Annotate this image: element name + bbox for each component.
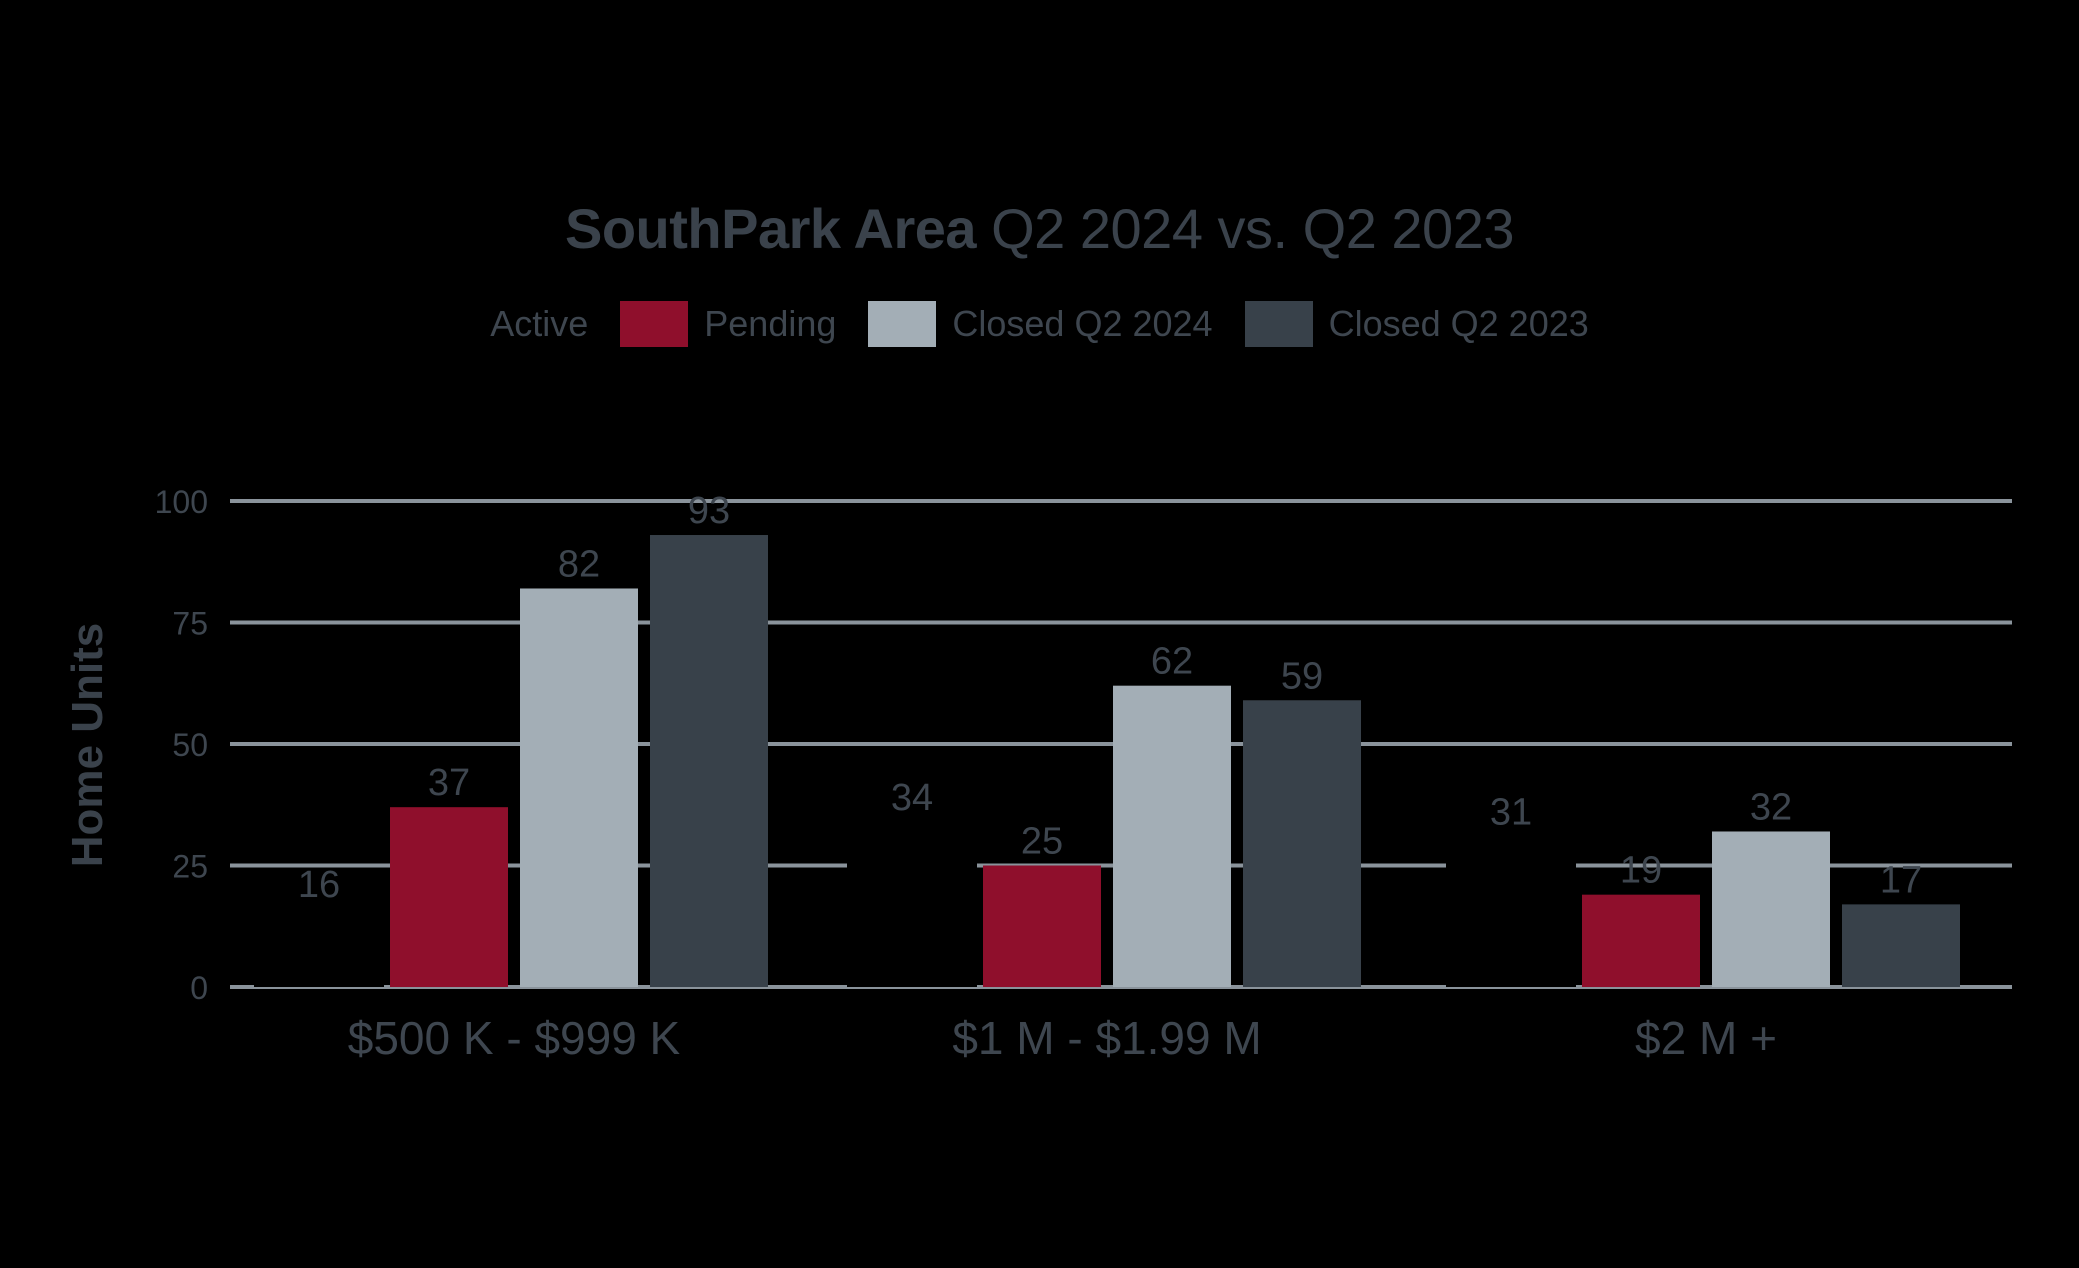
data-label-1-0: 34 — [891, 777, 933, 819]
y-tick-label-50: 50 — [172, 727, 208, 763]
bars — [254, 535, 1960, 987]
legend-label-active: Active — [490, 303, 589, 344]
data-label-2-1: 19 — [1620, 850, 1662, 892]
y-tick-label-100: 100 — [155, 484, 208, 520]
bar-2-1 — [1582, 894, 1700, 987]
data-label-0-2: 82 — [558, 543, 600, 585]
bar-2-2 — [1712, 831, 1830, 987]
legend-item-pending: Pending — [620, 301, 836, 347]
data-label-1-2: 62 — [1151, 641, 1193, 683]
data-label-2-2: 32 — [1750, 786, 1792, 828]
data-label-0-3: 93 — [688, 490, 730, 532]
data-label-0-0: 16 — [298, 864, 340, 906]
legend-item-closed-2024: Closed Q2 2024 — [868, 301, 1213, 347]
bar-mask-2 — [1446, 834, 1576, 987]
bar-mask-0 — [254, 907, 384, 987]
data-label-0-1: 37 — [428, 762, 470, 804]
bar-mask-1 — [847, 819, 977, 987]
data-label-1-1: 25 — [1021, 821, 1063, 863]
data-labels: 16 37 82 93 34 25 62 59 31 19 32 17 — [298, 490, 1922, 906]
chart-title-bold: SouthPark Area — [565, 197, 977, 260]
bar-2-3 — [1842, 904, 1960, 987]
data-label-1-3: 59 — [1281, 655, 1323, 697]
legend-swatch-closed-2023 — [1244, 301, 1313, 347]
bar-1-2 — [1113, 685, 1231, 987]
legend-label-closed-2024: Closed Q2 2024 — [952, 303, 1213, 344]
legend-label-pending: Pending — [704, 303, 837, 344]
y-tick-label-75: 75 — [172, 606, 208, 642]
y-tick-label-25: 25 — [172, 849, 208, 885]
legend-item-closed-2023: Closed Q2 2023 — [1244, 301, 1589, 347]
bar-0-2 — [520, 588, 638, 987]
chart-title-light: Q2 2024 vs. Q2 2023 — [991, 197, 1514, 260]
axes: 0 25 50 75 100 Home Units $500 K - $999 K $1 M … — [63, 484, 1777, 1064]
chart-legend: Active Pending Closed Q2 2024 Closed Q2 … — [0, 298, 2079, 350]
bar-0-3 — [650, 535, 768, 987]
bar-1-3 — [1243, 700, 1361, 987]
legend-item-active: Active — [490, 303, 588, 345]
legend-label-closed-2023: Closed Q2 2023 — [1328, 303, 1589, 344]
category-label-2: $2 M + — [1635, 1012, 1777, 1064]
chart-title: SouthPark Area Q2 2024 vs. Q2 2023 — [0, 196, 2079, 261]
category-label-1: $1 M - $1.99 M — [952, 1012, 1261, 1064]
bar-0-1 — [390, 807, 508, 987]
legend-swatch-pending — [620, 301, 689, 347]
data-label-2-0: 31 — [1490, 791, 1532, 833]
legend-swatch-closed-2024 — [868, 301, 937, 347]
category-label-0: $500 K - $999 K — [348, 1012, 681, 1064]
y-axis-label: Home Units — [63, 623, 112, 867]
bar-1-1 — [983, 865, 1101, 987]
y-tick-label-0: 0 — [190, 970, 208, 1006]
data-label-2-3: 17 — [1880, 859, 1922, 901]
